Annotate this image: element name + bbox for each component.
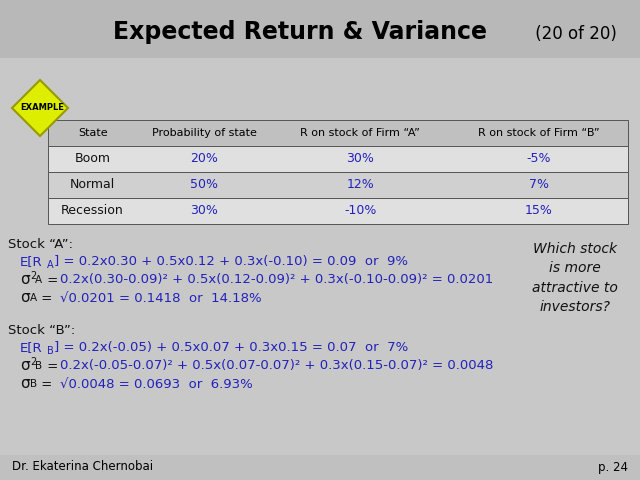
Text: 0.2x(-0.05-0.07)² + 0.5x(0.07-0.07)² + 0.3x(0.15-0.07)² = 0.0048: 0.2x(-0.05-0.07)² + 0.5x(0.07-0.07)² + 0…	[60, 360, 493, 372]
Text: E[R: E[R	[20, 255, 43, 268]
Text: Recession: Recession	[61, 204, 124, 217]
Text: A: A	[35, 275, 42, 285]
Text: 30%: 30%	[190, 204, 218, 217]
Text: Normal: Normal	[70, 179, 115, 192]
FancyBboxPatch shape	[48, 146, 628, 172]
Text: σ: σ	[20, 359, 29, 373]
Text: ] = 0.2x0.30 + 0.5x0.12 + 0.3x(-0.10) = 0.09  or  9%: ] = 0.2x0.30 + 0.5x0.12 + 0.3x(-0.10) = …	[54, 255, 408, 268]
Text: B: B	[30, 379, 37, 389]
Text: p. 24: p. 24	[598, 460, 628, 473]
Text: =: =	[37, 291, 52, 304]
Text: -5%: -5%	[527, 153, 551, 166]
Text: 2: 2	[30, 357, 36, 367]
Text: √0.0048 = 0.0693  or  6.93%: √0.0048 = 0.0693 or 6.93%	[60, 377, 253, 391]
Text: Dr. Ekaterina Chernobai: Dr. Ekaterina Chernobai	[12, 460, 153, 473]
Text: 30%: 30%	[346, 153, 374, 166]
FancyBboxPatch shape	[48, 120, 628, 146]
Text: E[R: E[R	[20, 341, 43, 355]
Text: =: =	[43, 274, 58, 287]
FancyBboxPatch shape	[0, 0, 640, 58]
Text: ] = 0.2x(-0.05) + 0.5x0.07 + 0.3x0.15 = 0.07  or  7%: ] = 0.2x(-0.05) + 0.5x0.07 + 0.3x0.15 = …	[54, 341, 408, 355]
Text: Probability of state: Probability of state	[152, 128, 257, 138]
Text: 15%: 15%	[525, 204, 553, 217]
Text: 50%: 50%	[190, 179, 218, 192]
Text: B: B	[35, 361, 42, 371]
Text: =: =	[37, 377, 52, 391]
Text: Stock “B”:: Stock “B”:	[8, 324, 76, 336]
FancyBboxPatch shape	[0, 455, 640, 480]
FancyBboxPatch shape	[48, 198, 628, 224]
Text: Boom: Boom	[75, 153, 111, 166]
Text: (20 of 20): (20 of 20)	[530, 25, 617, 43]
Text: 12%: 12%	[346, 179, 374, 192]
Text: A: A	[30, 293, 37, 303]
Text: Expected Return & Variance: Expected Return & Variance	[113, 20, 487, 44]
Text: State: State	[78, 128, 108, 138]
Text: 20%: 20%	[190, 153, 218, 166]
Text: 7%: 7%	[529, 179, 548, 192]
Text: Stock “A”:: Stock “A”:	[8, 239, 73, 252]
Text: σ: σ	[20, 376, 29, 392]
FancyBboxPatch shape	[48, 172, 628, 198]
Text: σ: σ	[20, 290, 29, 305]
Text: 2: 2	[30, 271, 36, 281]
Text: R on stock of Firm “A”: R on stock of Firm “A”	[300, 128, 420, 138]
Text: σ: σ	[20, 273, 29, 288]
Text: EXAMPLE: EXAMPLE	[20, 104, 64, 112]
Text: R on stock of Firm “B”: R on stock of Firm “B”	[478, 128, 600, 138]
Text: √0.0201 = 0.1418  or  14.18%: √0.0201 = 0.1418 or 14.18%	[60, 291, 262, 304]
Text: =: =	[43, 360, 58, 372]
Text: A: A	[47, 260, 54, 270]
Text: Which stock
is more
attractive to
investors?: Which stock is more attractive to invest…	[532, 242, 618, 314]
Polygon shape	[12, 80, 68, 136]
Text: B: B	[47, 346, 54, 356]
Text: -10%: -10%	[344, 204, 376, 217]
Text: 0.2x(0.30-0.09)² + 0.5x(0.12-0.09)² + 0.3x(-0.10-0.09)² = 0.0201: 0.2x(0.30-0.09)² + 0.5x(0.12-0.09)² + 0.…	[60, 274, 493, 287]
